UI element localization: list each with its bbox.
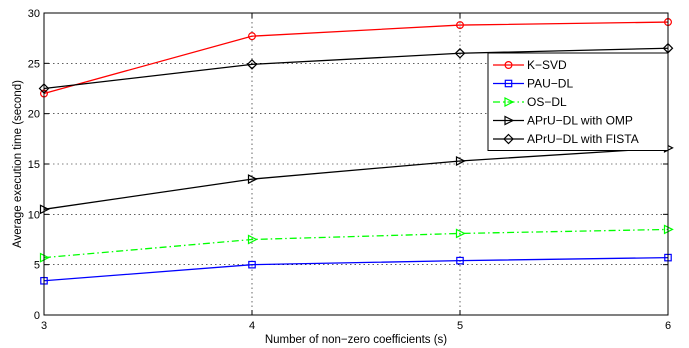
legend-marker	[504, 79, 513, 88]
y-tick-label: 10	[28, 209, 40, 221]
series-line	[43, 228, 669, 259]
legend-marker	[504, 60, 513, 69]
data-point	[456, 21, 465, 30]
data-point	[455, 156, 466, 166]
legend-label: K−SVD	[527, 58, 567, 72]
legend-label: PAU−DL	[527, 77, 573, 91]
x-tick-label: 3	[41, 320, 47, 332]
y-tick-label: 0	[34, 310, 40, 322]
series-line	[43, 21, 669, 95]
y-tick-label: 25	[28, 58, 40, 70]
series-line	[43, 147, 669, 210]
data-point	[246, 58, 258, 70]
legend-item: K−SVD	[493, 58, 567, 72]
data-point	[248, 260, 256, 269]
x-tick-label: 5	[457, 320, 463, 332]
legend: K−SVD PAU−DL OS−DL APrU−DL with OMP APrU−DL …	[487, 52, 669, 151]
data-point	[454, 47, 466, 59]
legend-item: APrU−DL with FISTA	[493, 132, 639, 146]
legend-marker	[504, 97, 515, 107]
x-tick-label: 4	[249, 320, 255, 332]
data-point	[247, 234, 258, 245]
data-point	[248, 32, 257, 41]
legend-item: PAU−DL	[493, 77, 573, 91]
legend-label: OS−DL	[527, 95, 567, 109]
y-axis-title: Average execution time (second)	[12, 80, 24, 248]
legend-item: APrU−DL with OMP	[493, 114, 633, 128]
axis-ticks: 3 4 5 6 0 5 10 15 20 25 30	[28, 8, 671, 332]
x-tick-label: 6	[665, 320, 671, 332]
data-point	[247, 174, 258, 185]
legend-marker	[504, 115, 515, 126]
y-tick-label: 15	[28, 159, 40, 171]
y-tick-label: 5	[34, 260, 40, 272]
grid-lines	[44, 13, 668, 315]
series-line	[43, 256, 669, 282]
legend-marker	[503, 133, 514, 145]
series-layer	[38, 18, 674, 285]
data-point	[455, 228, 466, 239]
legend-item: OS−DL	[493, 95, 567, 109]
legend-label: APrU−DL with FISTA	[527, 132, 639, 146]
y-tick-label: 30	[28, 8, 40, 20]
x-axis-title: Number of non−zero coefficients (s)	[265, 334, 447, 346]
series-line	[43, 47, 669, 90]
legend-label: APrU−DL with OMP	[527, 114, 633, 128]
y-tick-label: 20	[28, 109, 40, 121]
data-point	[456, 256, 464, 265]
